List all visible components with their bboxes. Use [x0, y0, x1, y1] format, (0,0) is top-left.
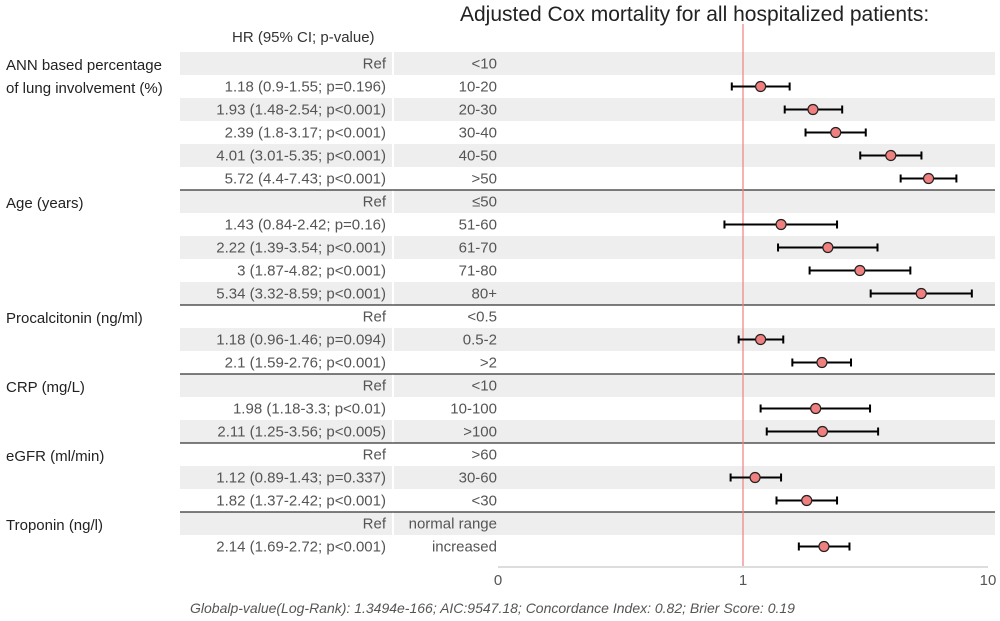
hr-point	[755, 80, 767, 93]
hr-ci-label: Ref	[363, 447, 387, 464]
hr-ci-label: Ref	[363, 309, 387, 326]
row-band	[180, 144, 995, 167]
hr-ci-label: Ref	[363, 194, 387, 211]
hr-ci-label: 1.98 (1.18-3.3; p<0.01)	[233, 401, 386, 418]
level-label: normal range	[409, 516, 497, 533]
hr-point	[801, 494, 813, 507]
hr-point	[810, 402, 822, 415]
x-tick-label: 0	[494, 572, 502, 589]
hr-ci-label: 2.14 (1.69-2.72; p<0.001)	[216, 539, 386, 556]
level-label: 10-100	[450, 401, 497, 418]
chart-title: Adjusted Cox mortality for all hospitali…	[460, 3, 930, 26]
hr-point	[807, 103, 819, 116]
row-band	[180, 236, 995, 259]
level-label: 51-60	[459, 217, 497, 234]
level-label: <30	[472, 493, 497, 510]
hr-ci-label: Ref	[363, 516, 387, 533]
level-label: >50	[472, 171, 497, 188]
row-band	[180, 512, 995, 535]
level-label: <10	[472, 378, 497, 395]
hr-point	[922, 172, 935, 185]
hr-ci-label: 2.39 (1.8-3.17; p<0.001)	[225, 125, 386, 142]
hr-ci-label: 1.18 (0.9-1.55; p=0.196)	[225, 79, 386, 96]
level-label: 30-60	[459, 470, 497, 487]
group-label: CRP (mg/L)	[6, 379, 85, 396]
level-label: >60	[472, 447, 497, 464]
hr-ci-label: 1.93 (1.48-2.54; p<0.001)	[216, 102, 386, 119]
group-label: eGFR (ml/min)	[6, 448, 104, 465]
group-label: Troponin (ng/l)	[6, 517, 103, 534]
level-label: 20-30	[459, 102, 497, 119]
hr-column-header: HR (95% CI; p-value)	[232, 29, 375, 46]
hr-ci-label: 1.82 (1.37-2.42; p<0.001)	[216, 493, 386, 510]
level-label: ≤50	[472, 194, 497, 211]
hr-point	[830, 126, 842, 139]
hr-ci-label: 2.1 (1.59-2.76; p<0.001)	[225, 355, 386, 372]
level-label: increased	[432, 539, 497, 556]
hr-ci-label: 2.22 (1.39-3.54; p<0.001)	[216, 240, 386, 257]
hr-point	[749, 471, 761, 484]
level-label: <10	[472, 56, 497, 73]
hr-point	[818, 540, 830, 553]
row-band	[180, 190, 995, 213]
hr-ci-label: 1.18 (0.96-1.46; p=0.094)	[216, 332, 386, 349]
hr-point	[854, 264, 866, 277]
hr-ci-label: Ref	[363, 56, 387, 73]
level-label: 10-20	[459, 79, 497, 96]
x-tick-label: 1	[739, 572, 747, 589]
group-label: Age (years)	[6, 195, 84, 212]
row-band	[180, 374, 995, 397]
level-label: >100	[463, 424, 497, 441]
row-band	[180, 420, 995, 443]
group-label: Procalcitonin (ng/ml)	[6, 310, 143, 327]
hr-point	[816, 356, 828, 369]
hr-ci-label: 3 (1.87-4.82; p<0.001)	[237, 263, 386, 280]
hr-ci-label: 5.72 (4.4-7.43; p<0.001)	[225, 171, 386, 188]
model-statistics-footer: Globalp-value(Log-Rank): 1.3494e-166; AI…	[190, 600, 795, 616]
level-label: 30-40	[459, 125, 497, 142]
hr-ci-label: 5.34 (3.32-8.59; p<0.001)	[216, 286, 386, 303]
hr-ci-label: 4.01 (3.01-5.35; p<0.001)	[216, 148, 386, 165]
hr-ci-label: 1.12 (0.89-1.43; p=0.337)	[216, 470, 386, 487]
group-label: ANN based percentage of lung involvement …	[6, 57, 163, 97]
hr-point	[915, 287, 927, 300]
hr-ci-label: 2.11 (1.25-3.56; p<0.005)	[217, 424, 386, 441]
hr-point	[816, 425, 829, 438]
level-label: >2	[480, 355, 497, 372]
hr-point	[775, 218, 787, 231]
row-band	[180, 52, 995, 75]
hr-point	[885, 149, 897, 162]
hr-ci-label: 1.43 (0.84-2.42; p=0.16)	[225, 217, 386, 234]
row-band	[180, 466, 995, 489]
row-band	[180, 282, 995, 305]
hr-point	[755, 333, 767, 346]
level-label: 71-80	[459, 263, 497, 280]
x-tick-label: 10	[980, 572, 997, 589]
level-label: 40-50	[459, 148, 497, 165]
row-band	[180, 328, 995, 351]
row-band	[180, 98, 995, 121]
hr-ci-label: Ref	[363, 378, 387, 395]
hr-point	[822, 241, 834, 254]
level-label: 0.5-2	[463, 332, 497, 349]
level-label: 61-70	[459, 240, 497, 257]
level-label: <0.5	[467, 309, 497, 326]
level-label: 80+	[472, 286, 498, 303]
